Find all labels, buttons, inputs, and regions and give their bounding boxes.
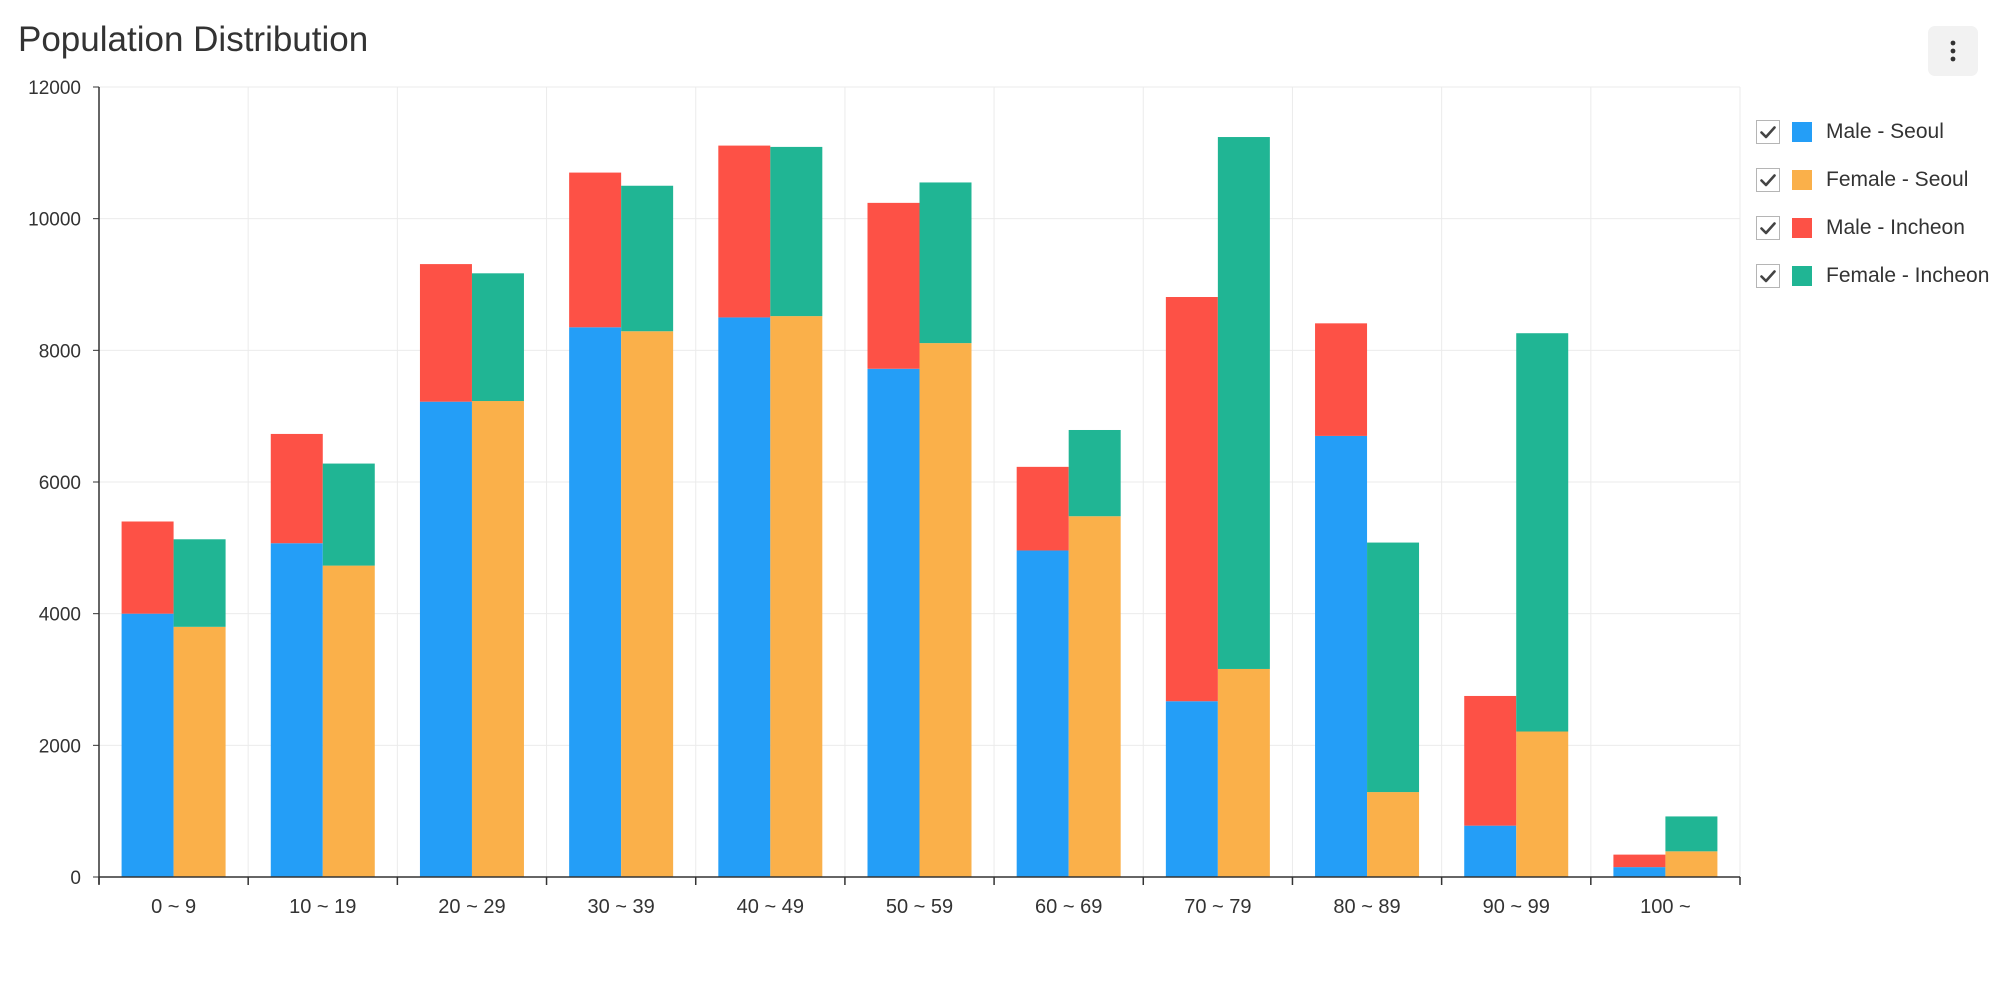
bar-male-incheon-5[interactable] <box>867 202 920 369</box>
bar-male-seoul-6[interactable] <box>1016 550 1069 877</box>
bar-male-incheon-3[interactable] <box>569 172 622 328</box>
bar-male-seoul-7[interactable] <box>1165 701 1218 877</box>
bar-female-incheon-3[interactable] <box>621 185 674 332</box>
bar-female-seoul-7[interactable] <box>1217 668 1270 877</box>
bar-male-seoul-4[interactable] <box>718 317 771 878</box>
y-tick-label: 4000 <box>39 605 81 626</box>
bar-male-incheon-2[interactable] <box>419 264 472 402</box>
x-tick-label: 10 ~ 19 <box>289 896 356 918</box>
bar-male-incheon-4[interactable] <box>718 145 771 318</box>
legend-swatch <box>1792 122 1812 142</box>
legend-checkbox[interactable] <box>1756 264 1780 288</box>
bar-female-incheon-1[interactable] <box>322 463 375 566</box>
bar-female-seoul-6[interactable] <box>1068 516 1121 877</box>
bar-male-seoul-3[interactable] <box>569 327 622 878</box>
bar-female-incheon-9[interactable] <box>1516 333 1569 732</box>
bar-male-seoul-10[interactable] <box>1613 867 1666 877</box>
legend-label: Female - Seoul <box>1826 168 1969 191</box>
bar-male-incheon-10[interactable] <box>1613 854 1666 868</box>
check-icon <box>1760 269 1776 282</box>
bar-female-seoul-10[interactable] <box>1665 851 1718 877</box>
bar-female-incheon-4[interactable] <box>770 146 823 317</box>
x-tick-label: 20 ~ 29 <box>438 896 505 918</box>
y-tick-label: 12000 <box>28 78 81 99</box>
x-tick-label: 0 ~ 9 <box>151 896 196 918</box>
legend-checkbox[interactable] <box>1756 168 1780 192</box>
check-icon <box>1760 221 1776 234</box>
bar-female-seoul-1[interactable] <box>322 565 375 877</box>
legend-swatch <box>1792 170 1812 190</box>
x-tick-label: 40 ~ 49 <box>737 896 804 918</box>
bar-female-seoul-3[interactable] <box>621 331 674 877</box>
x-tick-label: 30 ~ 39 <box>587 896 654 918</box>
x-tick-label: 50 ~ 59 <box>886 896 953 918</box>
more-vertical-icon <box>1950 40 1956 62</box>
y-tick-label: 6000 <box>39 473 81 494</box>
bar-female-seoul-8[interactable] <box>1367 792 1420 877</box>
bar-female-incheon-10[interactable] <box>1665 816 1718 852</box>
bar-female-seoul-4[interactable] <box>770 316 823 878</box>
bar-male-seoul-8[interactable] <box>1315 435 1368 877</box>
y-tick-label: 8000 <box>39 341 81 362</box>
legend-checkbox[interactable] <box>1756 216 1780 240</box>
x-tick-label: 60 ~ 69 <box>1035 896 1102 918</box>
bar-male-seoul-9[interactable] <box>1464 825 1517 877</box>
y-tick-label: 2000 <box>39 736 81 757</box>
x-tick-label: 70 ~ 79 <box>1184 896 1251 918</box>
legend-item[interactable]: Male - Seoul <box>1756 108 1989 156</box>
legend-item[interactable]: Male - Incheon <box>1756 204 1989 252</box>
bar-female-incheon-6[interactable] <box>1068 429 1121 517</box>
bar-male-incheon-1[interactable] <box>270 433 323 544</box>
bar-female-incheon-7[interactable] <box>1217 137 1270 669</box>
axes <box>98 87 1740 884</box>
bar-male-incheon-9[interactable] <box>1464 695 1517 826</box>
bar-female-seoul-9[interactable] <box>1516 731 1569 877</box>
check-icon <box>1760 125 1776 138</box>
bar-male-seoul-1[interactable] <box>270 543 323 877</box>
legend-swatch <box>1792 218 1812 238</box>
y-tick-label: 0 <box>70 868 81 889</box>
bar-male-seoul-0[interactable] <box>121 613 174 877</box>
y-axis-ticks: 0 2000 4000 6000 8000 10000 12000 <box>28 78 99 889</box>
bar-male-seoul-5[interactable] <box>867 368 920 877</box>
bar-male-incheon-0[interactable] <box>121 521 174 614</box>
bar-male-incheon-7[interactable] <box>1165 297 1218 702</box>
legend: Male - Seoul Female - Seoul Male - Incheon… <box>1756 108 1989 300</box>
bar-female-seoul-5[interactable] <box>919 343 972 877</box>
bar-male-incheon-6[interactable] <box>1016 466 1069 551</box>
bar-series <box>121 137 1718 878</box>
x-tick-label: 90 ~ 99 <box>1483 896 1550 918</box>
bar-female-seoul-0[interactable] <box>173 626 226 877</box>
legend-checkbox[interactable] <box>1756 120 1780 144</box>
bar-female-incheon-5[interactable] <box>919 182 972 344</box>
y-tick-label: 10000 <box>28 210 81 231</box>
x-tick-label: 80 ~ 89 <box>1333 896 1400 918</box>
legend-label: Male - Incheon <box>1826 216 1965 239</box>
check-icon <box>1760 173 1776 186</box>
bar-female-incheon-2[interactable] <box>471 273 524 402</box>
legend-swatch <box>1792 266 1812 286</box>
bar-male-incheon-8[interactable] <box>1315 323 1368 436</box>
chart-title: Population Distribution <box>18 20 369 59</box>
x-tick-label: 100 ~ <box>1640 896 1691 918</box>
legend-item[interactable]: Female - Incheon <box>1756 252 1989 300</box>
x-axis-ticks: 0 ~ 9 10 ~ 19 20 ~ 29 30 ~ 39 40 ~ 49 50 ~ 59… <box>98 877 1741 918</box>
bar-female-seoul-2[interactable] <box>471 401 524 877</box>
bar-male-seoul-2[interactable] <box>419 401 472 877</box>
legend-label: Female - Incheon <box>1826 264 1990 287</box>
bar-female-incheon-8[interactable] <box>1367 542 1420 793</box>
chart-menu-button[interactable] <box>1928 26 1978 76</box>
legend-item[interactable]: Female - Seoul <box>1756 156 1989 204</box>
legend-label: Male - Seoul <box>1826 120 1944 143</box>
bar-female-incheon-0[interactable] <box>173 539 226 627</box>
